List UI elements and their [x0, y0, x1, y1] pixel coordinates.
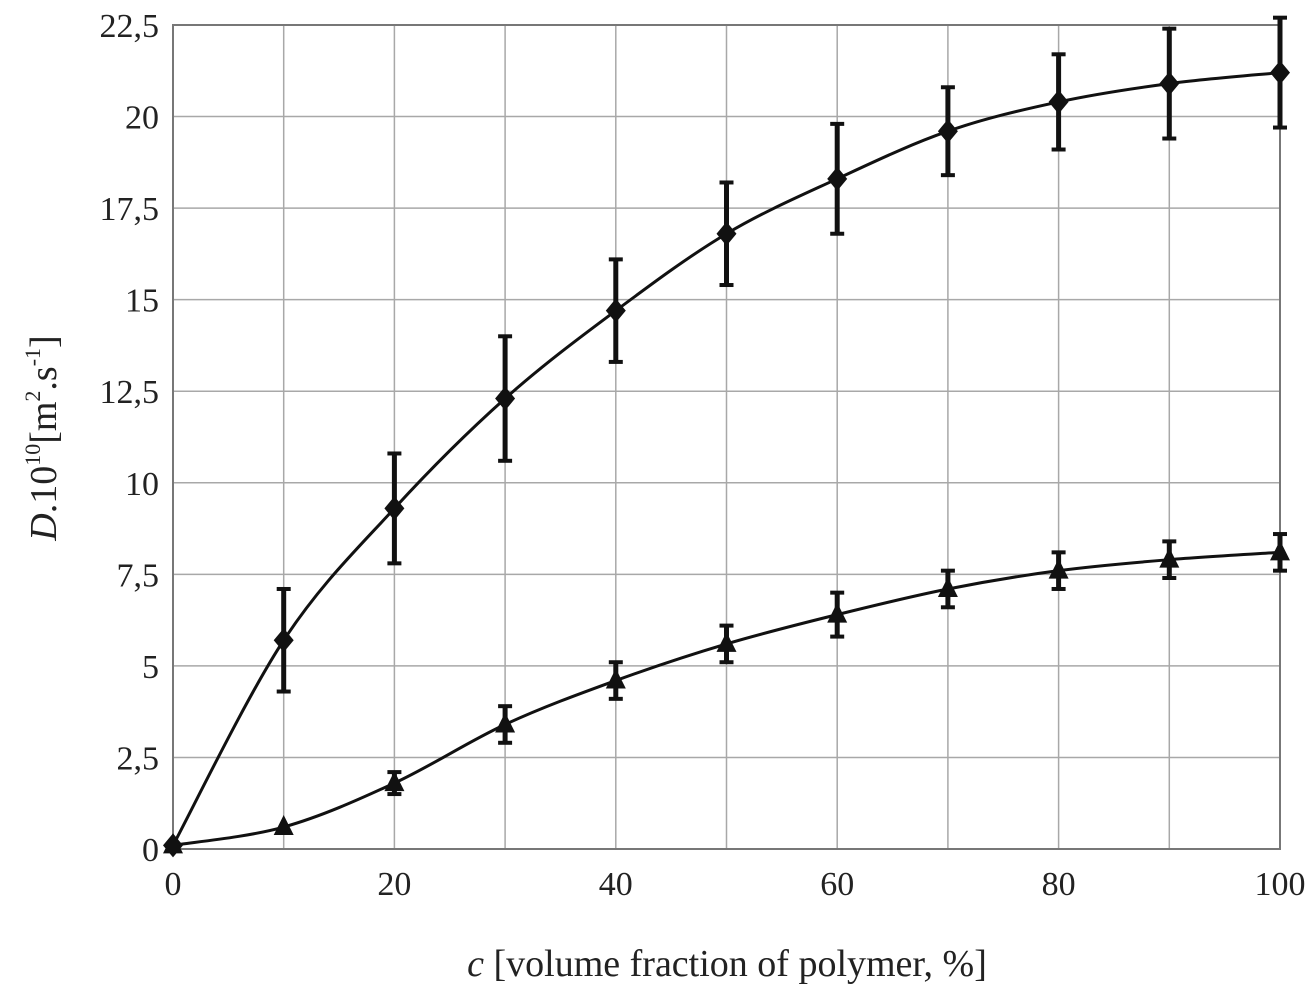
data-point-triangle	[384, 771, 405, 792]
data-point-diamond	[937, 119, 958, 144]
data-point-triangle	[716, 631, 737, 652]
data-point-diamond	[495, 386, 516, 411]
x-tick-label: 60	[820, 866, 854, 903]
data-point-triangle	[495, 712, 516, 733]
data-point-triangle	[273, 815, 294, 836]
series-line	[171, 71, 1281, 847]
data-point-triangle	[605, 668, 626, 689]
y-tick-label: 5	[142, 649, 159, 686]
x-tick-label: 40	[599, 866, 633, 903]
x-tick-label: 80	[1042, 866, 1076, 903]
data-point-triangle	[1270, 540, 1290, 561]
y-tick-label: 17,5	[100, 191, 160, 228]
y-tick-label: 22,5	[100, 8, 160, 45]
data-point-diamond	[1159, 71, 1180, 96]
data-point-diamond	[1270, 60, 1290, 85]
y-tick-label: 20	[125, 100, 159, 137]
x-axis-title: c [volume fraction of polymer, %]	[467, 943, 987, 985]
y-tick-label: 2,5	[117, 740, 160, 777]
data-point-diamond	[827, 166, 848, 191]
data-point-triangle	[1048, 558, 1069, 579]
data-point-diamond	[384, 496, 405, 521]
data-point-triangle	[937, 576, 958, 597]
data-point-diamond	[605, 298, 626, 323]
x-tick-label: 100	[1255, 866, 1306, 903]
y-axis-title: D.1010[m2.s-1]	[20, 335, 65, 541]
y-tick-labels: 0 2,5 5 7,5 10 12,5 15 17,5 20 22,5	[100, 8, 160, 869]
plot-frame	[172, 24, 1281, 850]
y-tick-label: 12,5	[100, 374, 160, 411]
data-point-diamond	[273, 628, 294, 653]
y-tick-label: 0	[142, 832, 159, 869]
data-point-triangle	[163, 833, 183, 854]
data-point-diamond	[716, 221, 737, 246]
x-tick-label: 0	[165, 866, 182, 903]
series-2	[163, 532, 1290, 854]
y-tick-label: 15	[125, 283, 159, 320]
data-point-triangle	[827, 602, 848, 623]
x-tick-labels: 0 20 40 60 80 100	[165, 866, 1306, 903]
y-tick-label: 10	[125, 466, 159, 503]
y-tick-label: 7,5	[117, 557, 160, 594]
grid	[172, 24, 1281, 850]
data-point-triangle	[1159, 547, 1180, 568]
series-layer	[163, 15, 1290, 858]
x-tick-label: 20	[377, 866, 411, 903]
data-point-diamond	[1048, 89, 1069, 114]
